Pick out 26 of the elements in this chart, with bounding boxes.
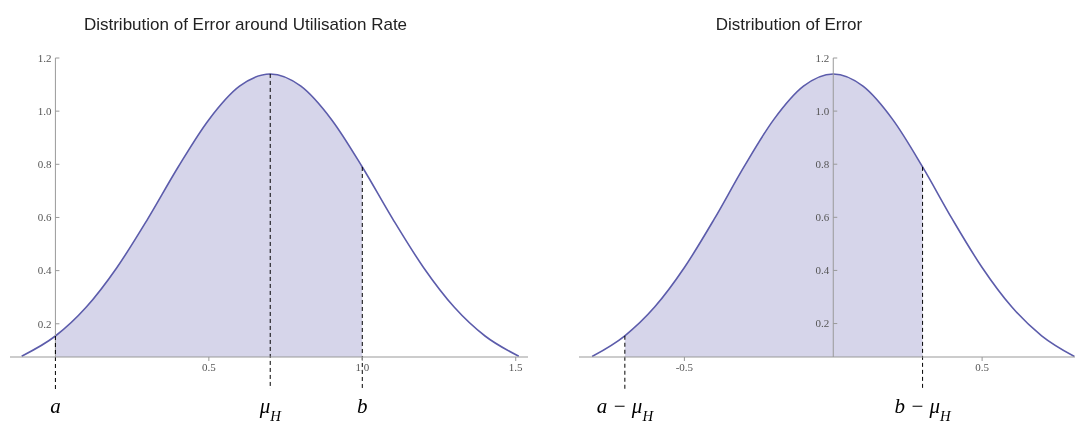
x-tick-label: 1.0 [355, 360, 370, 373]
x-tick-label: 0.5 [975, 360, 990, 373]
y-tick-label: 0.4 [815, 264, 830, 277]
y-tick-label: 0.4 [37, 264, 52, 277]
ref-line-label: b − μ$_{H}$ [894, 394, 953, 424]
y-tick-label: 1.0 [815, 104, 830, 117]
ref-line-label: μ$_{H}$ [258, 394, 283, 424]
y-tick-label: 0.6 [815, 211, 830, 224]
ref-line-label: b [357, 394, 368, 418]
line-series [591, 73, 1075, 357]
x-tick-label: 1.5 [508, 360, 524, 373]
ref-line-label: a − μ$_{H}$ [596, 394, 655, 424]
y-tick-label: 1.2 [37, 51, 52, 64]
y-tick-label: 0.2 [37, 317, 52, 330]
y-tick-label: 0.8 [815, 158, 830, 171]
line-series [20, 73, 520, 357]
x-tick-label: 0.5 [201, 360, 217, 373]
y-tick-label: 0.2 [815, 317, 830, 330]
x-tick-label: -0.5 [675, 360, 694, 373]
y-tick-label: 0.8 [37, 158, 52, 171]
chart-title: Distribution of Error around Utilisation Rate [82, 14, 409, 36]
ref-line-label: a [50, 394, 61, 418]
chart-title: Distribution of Error [714, 14, 864, 36]
y-tick-label: 1.0 [37, 105, 52, 118]
y-tick-label: 1.2 [815, 51, 830, 64]
y-tick-label: 0.6 [37, 211, 52, 224]
